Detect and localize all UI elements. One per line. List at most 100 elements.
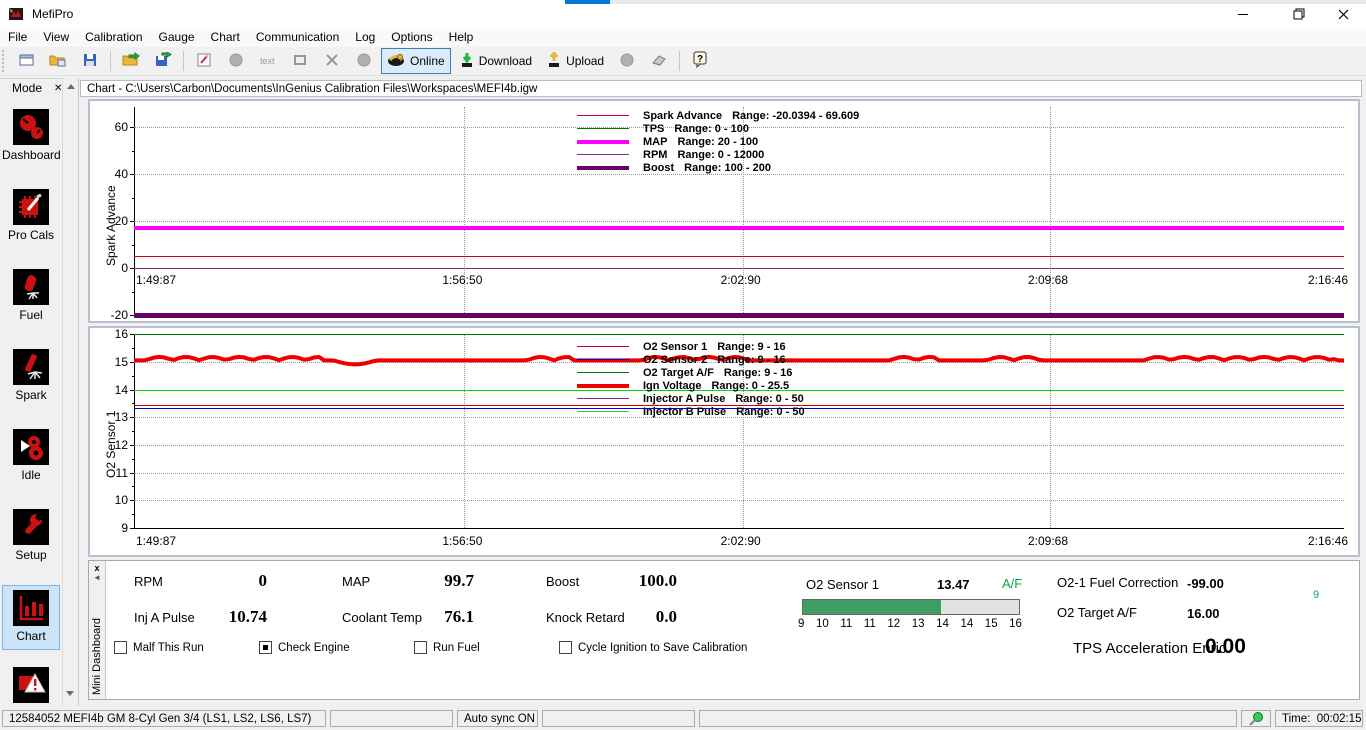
- series-map: [134, 226, 1344, 231]
- menu-file[interactable]: File: [8, 30, 28, 44]
- comm-tool: [612, 48, 642, 74]
- toolbar-separator: [110, 51, 111, 71]
- checkbox-box[interactable]: [114, 641, 127, 654]
- download-button-label: Download: [478, 54, 533, 68]
- sidebar-item-warning[interactable]: [2, 667, 60, 706]
- scroll-down-icon[interactable]: [66, 691, 74, 696]
- sidebar-item-label: Idle: [21, 468, 41, 482]
- checkbox-run-fuel[interactable]: Run Fuel: [414, 641, 480, 654]
- export-calibration[interactable]: [148, 48, 178, 74]
- mode-sidebar-close-icon[interactable]: ✕: [54, 82, 63, 94]
- legend-series-range: Range: 9 - 16: [717, 353, 786, 366]
- status-segment-4: [699, 710, 1237, 727]
- y-tick-label: 16: [114, 327, 128, 342]
- new-window-icon: [18, 52, 35, 71]
- upload-button[interactable]: Upload: [540, 48, 610, 74]
- restore-button[interactable]: [1276, 0, 1321, 28]
- save-all[interactable]: [75, 48, 105, 74]
- export-calibration-icon: [154, 50, 172, 71]
- menu-help[interactable]: Help: [448, 30, 474, 44]
- menu-chart[interactable]: Chart: [210, 30, 240, 44]
- sidebar-item-setup[interactable]: Setup: [2, 509, 60, 562]
- new-window[interactable]: [11, 48, 41, 74]
- background-window-strip: [565, 0, 610, 4]
- checkbox-label: Run Fuel: [433, 641, 480, 654]
- readout-label-boost: Boost: [546, 574, 580, 589]
- menu-view[interactable]: View: [43, 30, 70, 44]
- sidebar-item-label: Pro Cals: [7, 228, 54, 242]
- save-all-icon: [82, 52, 99, 71]
- sidebar-scrollbar[interactable]: [62, 78, 79, 706]
- checkbox-box[interactable]: [559, 641, 572, 654]
- readout-value-coolant-temp: 76.1: [444, 607, 474, 626]
- legend-swatch: [577, 398, 629, 399]
- menu-options[interactable]: Options: [391, 30, 433, 44]
- readout-value-rpm: 0: [258, 571, 268, 590]
- sidebar-item-label: Dashboard: [2, 148, 61, 162]
- menu-gauge[interactable]: Gauge: [158, 30, 195, 44]
- y-minor-tick: [132, 486, 134, 488]
- background-window-strip-2: [610, 0, 1366, 4]
- sidebar-item-fuel[interactable]: Fuel: [2, 269, 60, 322]
- download-button[interactable]: Download: [453, 48, 538, 74]
- sidebar-item-pro-cals[interactable]: Pro Cals: [2, 189, 60, 242]
- menu-log[interactable]: Log: [355, 30, 376, 44]
- series-o2-target-a-f: [134, 334, 1344, 336]
- menu-communication[interactable]: Communication: [255, 30, 340, 44]
- close-button[interactable]: [1321, 0, 1366, 28]
- chart-legend: Spark Advance Range: -20.0394 - 69.609 TPS…: [577, 109, 859, 174]
- x-axis-line: [134, 528, 1344, 529]
- download-button-icon: [459, 52, 475, 71]
- sidebar-item-idle[interactable]: Idle: [2, 429, 60, 482]
- help-button[interactable]: ?: [685, 48, 715, 74]
- sidebar-item-spark[interactable]: Spark: [2, 349, 60, 402]
- region-tool: [285, 48, 315, 74]
- checkbox-box[interactable]: [259, 641, 272, 654]
- checkbox-box[interactable]: [414, 641, 427, 654]
- upload-button-icon: [546, 50, 562, 71]
- h-gridline: [134, 444, 1344, 446]
- legend-series-name: Injector A Pulse: [643, 392, 726, 405]
- mini-dashboard-close-icon[interactable]: x: [94, 563, 100, 573]
- legend-row: O2 Target A/F Range: 9 - 16: [577, 366, 805, 379]
- stray-gauge-char: 9: [1313, 589, 1320, 601]
- y-tick-label: 60: [114, 120, 128, 134]
- o2-scale-tick: 11: [863, 618, 876, 630]
- online-button[interactable]: Online: [381, 48, 451, 74]
- v-gridline: [464, 335, 466, 528]
- sidebar-item-dashboard[interactable]: Dashboard: [2, 109, 61, 162]
- checkbox-malf-this-run[interactable]: Malf This Run: [114, 641, 204, 654]
- o2-scale-tick: 13: [911, 618, 925, 630]
- x-tick-label: 1:56:50: [442, 273, 483, 287]
- sidebar-item-chart[interactable]: Chart: [2, 585, 60, 650]
- y-minor-tick: [132, 458, 134, 460]
- status-bar: 12584052 MEFI4b GM 8-Cyl Gen 3/4 (LS1, L…: [0, 708, 1366, 730]
- readout-value-boost: 100.0: [638, 571, 677, 590]
- mini-dashboard-collapse-icon[interactable]: ◄: [93, 573, 101, 582]
- legend-row: O2 Sensor 2 Range: 9 - 16: [577, 353, 805, 366]
- toolbar-grip[interactable]: [2, 50, 10, 72]
- title-bar: MefiPro: [0, 0, 1366, 28]
- menu-calibration[interactable]: Calibration: [85, 30, 143, 44]
- shape-tool-icon: [356, 52, 372, 71]
- status-segment-3: [542, 710, 695, 727]
- legend-row: MAP Range: 20 - 100: [577, 135, 859, 148]
- edit-notes[interactable]: [189, 48, 219, 74]
- text-tool-icon: text: [259, 52, 277, 71]
- scroll-up-icon[interactable]: [66, 84, 75, 89]
- legend-series-name: O2 Sensor 2: [643, 353, 708, 366]
- status-segment-0: 12584052 MEFI4b GM 8-Cyl Gen 3/4 (LS1, L…: [2, 710, 326, 727]
- import-calibration[interactable]: [116, 48, 146, 74]
- x-tick-label: 2:09:68: [1027, 273, 1069, 287]
- open-file[interactable]: [43, 48, 73, 74]
- chart-legend: O2 Sensor 1 Range: 9 - 16 O2 Sensor 2 Range…: [577, 340, 805, 418]
- checkbox-check-engine[interactable]: Check Engine: [259, 641, 350, 654]
- legend-swatch: [577, 154, 629, 155]
- mini-dashboard-panel: x ◄ Mini Dashboard O2 Sensor 1 13.47 A/F…: [88, 560, 1360, 700]
- y-tick: [130, 528, 134, 529]
- o2-gauge-unit: A/F: [1002, 576, 1023, 591]
- checkbox-cycle-ignition-to-save-calibration[interactable]: Cycle Ignition to Save Calibration: [559, 641, 747, 654]
- minimize-button[interactable]: [1221, 0, 1266, 28]
- clear-tool[interactable]: [644, 48, 674, 74]
- h-gridline: [134, 417, 1344, 419]
